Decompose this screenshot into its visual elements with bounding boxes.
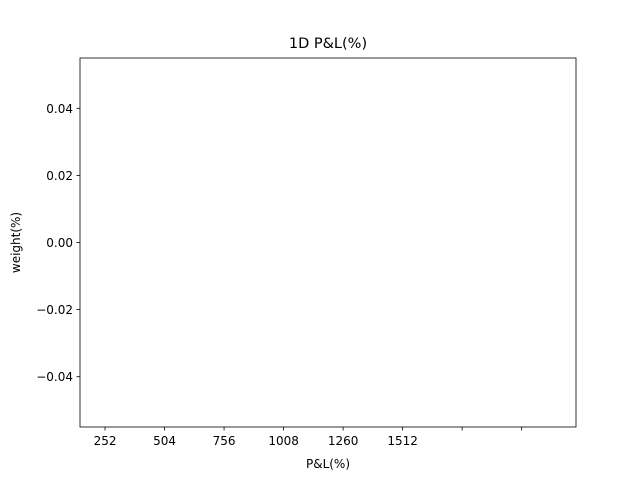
x-tick-label: 1260	[328, 434, 359, 448]
y-tick-label: 0.04	[46, 102, 73, 116]
x-axis-ticks: 252 504 756 1008 1260 1512	[94, 427, 523, 448]
y-tick-label: 0.00	[46, 236, 73, 250]
x-tick-label: 1512	[387, 434, 418, 448]
x-tick-label: 1008	[268, 434, 299, 448]
y-axis-title: weight(%)	[9, 212, 23, 273]
x-tick-label: 504	[153, 434, 176, 448]
chart-title: 1D P&L(%)	[289, 36, 367, 52]
x-axis-title: P&L(%)	[306, 457, 350, 471]
x-tick-label: 252	[94, 434, 117, 448]
plot-area	[79, 57, 577, 428]
y-tick-label: 0.02	[46, 169, 73, 183]
y-axis-ticks: 0.04 0.02 0.00 −0.02 −0.04	[36, 102, 80, 384]
y-tick-label: −0.04	[36, 370, 73, 384]
y-tick-label: −0.02	[36, 303, 73, 317]
x-tick-label: 756	[213, 434, 236, 448]
